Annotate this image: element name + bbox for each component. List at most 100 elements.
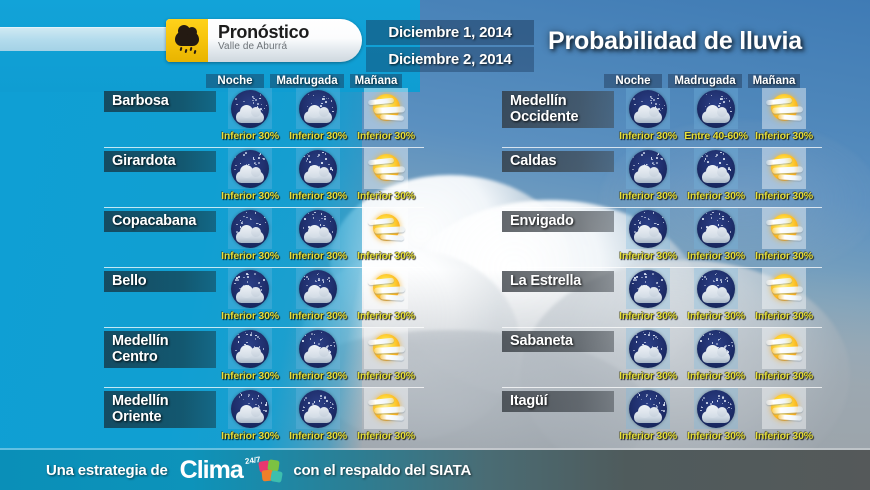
forecast-cell[interactable]: Inferior 30% bbox=[216, 88, 284, 142]
forecast-cell[interactable]: Inferior 30% bbox=[352, 268, 420, 322]
table-row[interactable]: Bello Inferior 30% Inferior 30% Inferior 30… bbox=[104, 268, 424, 328]
table-row[interactable]: Girardota Inferior 30% Inferior 30% Inferio… bbox=[104, 148, 424, 208]
forecast-cell[interactable]: Inferior 30% bbox=[750, 148, 818, 202]
forecast-cell[interactable]: Inferior 30% bbox=[216, 148, 284, 202]
forecast-cell[interactable]: Inferior 30% bbox=[614, 268, 682, 322]
table-row[interactable]: Medellín Centro Inferior 30% Inferior 30% In… bbox=[104, 328, 424, 388]
night-cloudy-icon bbox=[697, 329, 735, 368]
forecast-cell[interactable]: Inferior 30% bbox=[682, 388, 750, 442]
probability-label: Inferior 30% bbox=[755, 130, 813, 142]
sun-cloud-icon bbox=[764, 90, 804, 128]
forecast-cell[interactable]: Inferior 30% bbox=[614, 328, 682, 382]
forecast-cell[interactable]: Inferior 30% bbox=[682, 328, 750, 382]
forecast-cell[interactable]: Inferior 30% bbox=[352, 148, 420, 202]
probability-label: Inferior 30% bbox=[619, 370, 677, 382]
sun-cloud-icon bbox=[366, 330, 406, 368]
table-row[interactable]: Copacabana Inferior 30% Inferior 30% Inferi… bbox=[104, 208, 424, 268]
badge-subtitle: Valle de Aburrá bbox=[218, 41, 288, 52]
city-label-cell: Caldas bbox=[502, 151, 614, 172]
night-cloudy-icon bbox=[629, 389, 667, 428]
column-header-noche: Noche bbox=[206, 74, 264, 88]
probability-label: Inferior 30% bbox=[687, 370, 745, 382]
probability-label: Inferior 30% bbox=[357, 430, 415, 442]
clima-logo: Clima 24/7 bbox=[180, 454, 284, 483]
probability-label: Inferior 30% bbox=[619, 430, 677, 442]
page-title: Probabilidad de lluvia bbox=[548, 27, 802, 55]
forecast-cell[interactable]: Inferior 30% bbox=[284, 88, 352, 142]
probability-label: Inferior 30% bbox=[755, 370, 813, 382]
weather-icon-tile bbox=[626, 388, 670, 429]
forecast-cell[interactable]: Inferior 30% bbox=[284, 328, 352, 382]
column-header-noche: Noche bbox=[604, 74, 662, 88]
weather-icon-tile bbox=[364, 208, 408, 249]
probability-label: Inferior 30% bbox=[357, 370, 415, 382]
sun-cloud-icon bbox=[764, 210, 804, 248]
forecast-cell[interactable]: Inferior 30% bbox=[750, 388, 818, 442]
sun-cloud-icon bbox=[366, 390, 406, 428]
night-cloudy-icon bbox=[697, 149, 735, 188]
probability-label: Inferior 30% bbox=[289, 310, 347, 322]
forecast-cell[interactable]: Inferior 30% bbox=[614, 388, 682, 442]
probability-label: Inferior 30% bbox=[221, 130, 279, 142]
footer-suffix: con el respaldo del SIATA bbox=[293, 461, 472, 479]
weather-icon-tile bbox=[296, 388, 340, 429]
table-row[interactable]: Itagüí Inferior 30% Inferior 30% Inferior 3… bbox=[502, 388, 822, 448]
night-cloudy-icon bbox=[629, 209, 667, 248]
forecast-cell[interactable]: Inferior 30% bbox=[682, 268, 750, 322]
forecast-cell[interactable]: Inferior 30% bbox=[614, 208, 682, 262]
forecast-cell[interactable]: Inferior 30% bbox=[216, 328, 284, 382]
forecast-cell[interactable]: Inferior 30% bbox=[682, 208, 750, 262]
forecast-cell[interactable]: Inferior 30% bbox=[750, 328, 818, 382]
column-headers-left: Noche Madrugada Mañana bbox=[206, 74, 408, 88]
weather-icon-tile bbox=[694, 88, 738, 129]
table-row[interactable]: Envigado Inferior 30% Inferior 30% Inferior… bbox=[502, 208, 822, 268]
night-cloudy-icon bbox=[299, 269, 337, 308]
night-cloudy-icon bbox=[231, 269, 269, 308]
forecast-cell[interactable]: Inferior 30% bbox=[284, 268, 352, 322]
forecast-cell[interactable]: Inferior 30% bbox=[614, 148, 682, 202]
forecast-cell[interactable]: Inferior 30% bbox=[750, 268, 818, 322]
probability-label: Inferior 30% bbox=[755, 430, 813, 442]
table-row[interactable]: La Estrella Inferior 30% Inferior 30% Infer… bbox=[502, 268, 822, 328]
forecast-cells: Inferior 30% Inferior 30% Inferior 30% bbox=[614, 268, 822, 322]
forecast-cell[interactable]: Entre 40-60% bbox=[682, 88, 750, 142]
city-label-cell: Medellín Centro bbox=[104, 331, 216, 368]
forecast-cell[interactable]: Inferior 30% bbox=[750, 208, 818, 262]
sun-cloud-icon bbox=[366, 90, 406, 128]
table-row[interactable]: Medellín Occidente Inferior 30% Entre 40-60… bbox=[502, 88, 822, 148]
forecast-cell[interactable]: Inferior 30% bbox=[216, 388, 284, 442]
forecast-cell[interactable]: Inferior 30% bbox=[614, 88, 682, 142]
probability-label: Inferior 30% bbox=[619, 130, 677, 142]
probability-label: Inferior 30% bbox=[357, 190, 415, 202]
forecast-cell[interactable]: Inferior 30% bbox=[284, 208, 352, 262]
table-row[interactable]: Caldas Inferior 30% Inferior 30% Inferior 3… bbox=[502, 148, 822, 208]
city-label-cell: La Estrella bbox=[502, 271, 614, 292]
sun-cloud-icon bbox=[764, 270, 804, 308]
weather-icon-tile bbox=[364, 388, 408, 429]
forecast-cell[interactable]: Inferior 30% bbox=[284, 148, 352, 202]
forecast-cell[interactable]: Inferior 30% bbox=[352, 388, 420, 442]
forecast-cell[interactable]: Inferior 30% bbox=[750, 88, 818, 142]
forecast-cell[interactable]: Inferior 30% bbox=[352, 328, 420, 382]
forecast-cell[interactable]: Inferior 30% bbox=[352, 208, 420, 262]
forecast-cell[interactable]: Inferior 30% bbox=[216, 268, 284, 322]
weather-icon-tile bbox=[228, 148, 272, 189]
table-row[interactable]: Sabaneta Inferior 30% Inferior 30% Inferior… bbox=[502, 328, 822, 388]
forecast-cell[interactable]: Inferior 30% bbox=[352, 88, 420, 142]
forecast-cells: Inferior 30% Entre 40-60% Inferior 30% bbox=[614, 88, 822, 142]
probability-label: Inferior 30% bbox=[687, 430, 745, 442]
forecast-cells: Inferior 30% Inferior 30% Inferior 30% bbox=[614, 208, 822, 262]
probability-label: Inferior 30% bbox=[221, 370, 279, 382]
weather-icon-tile bbox=[762, 148, 806, 189]
forecast-cell[interactable]: Inferior 30% bbox=[216, 208, 284, 262]
probability-label: Inferior 30% bbox=[357, 310, 415, 322]
table-row[interactable]: Barbosa Inferior 30% Inferior 30% Inferior … bbox=[104, 88, 424, 148]
footer-bar: Una estrategia de Clima 24/7 con el resp… bbox=[0, 450, 870, 490]
forecast-cell[interactable]: Inferior 30% bbox=[284, 388, 352, 442]
weather-icon-tile bbox=[694, 208, 738, 249]
weather-icon-tile bbox=[694, 268, 738, 309]
sun-cloud-icon bbox=[366, 210, 406, 248]
table-row[interactable]: Medellín Oriente Inferior 30% Inferior 30% I… bbox=[104, 388, 424, 448]
forecast-cell[interactable]: Inferior 30% bbox=[682, 148, 750, 202]
